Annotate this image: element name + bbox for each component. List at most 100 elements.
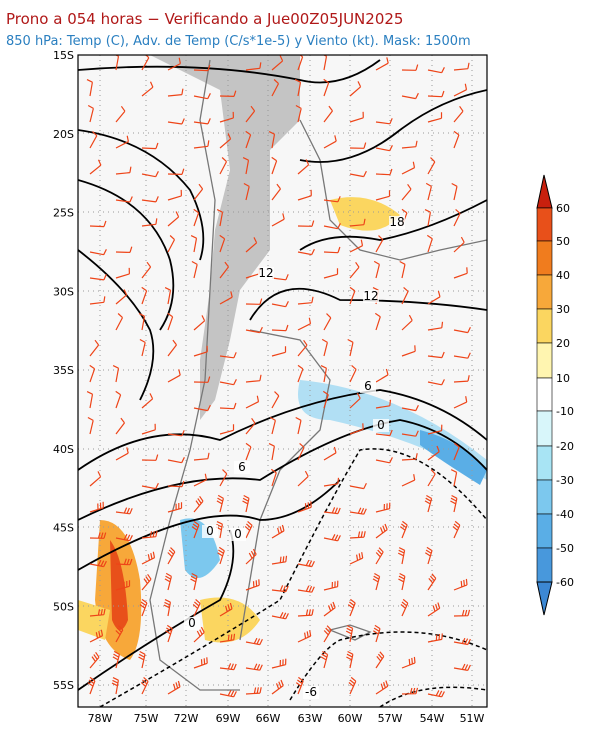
- wind-barb: [89, 274, 107, 281]
- wind-barb: [349, 261, 360, 279]
- wind-barb: [167, 57, 181, 71]
- wind-barb: [297, 609, 314, 617]
- wind-barb: [453, 609, 471, 617]
- wind-barb: [401, 140, 418, 149]
- wind-barb: [89, 651, 100, 669]
- wind-barb: [375, 651, 385, 669]
- wind-barb: [297, 339, 308, 357]
- wind-barb: [401, 687, 419, 695]
- wind-barb: [427, 290, 441, 305]
- wind-barb: [219, 663, 237, 671]
- colorbar-label: 50: [556, 235, 570, 248]
- lat-label: 15S: [53, 49, 74, 62]
- wind-barb: [297, 248, 315, 256]
- wind-barb: [167, 369, 181, 383]
- wind-barb: [193, 64, 211, 72]
- colorbar-label: 10: [556, 372, 570, 385]
- wind-barb: [397, 547, 406, 565]
- wind-barb: [271, 301, 289, 308]
- wind-barb: [453, 375, 470, 383]
- wind-barb: [115, 533, 133, 542]
- wind-barb: [219, 261, 229, 279]
- wind-barb: [294, 79, 302, 97]
- wind-barb: [89, 364, 96, 383]
- wind-barb: [219, 90, 237, 97]
- wind-barb: [167, 680, 181, 695]
- wind-barb: [349, 423, 364, 435]
- lat-label: 25S: [53, 207, 74, 220]
- wind-barb: [167, 88, 184, 97]
- lon-label: 60W: [338, 712, 363, 725]
- wind-barb: [401, 404, 419, 412]
- wind-barb: [401, 183, 412, 201]
- wind-barb: [425, 182, 432, 201]
- wind-barb: [323, 135, 337, 149]
- wind-barb: [320, 365, 327, 383]
- lat-label: 35S: [53, 364, 74, 377]
- wind-barb: [427, 445, 440, 461]
- colorbar-label: -30: [556, 474, 574, 487]
- contour-label: 6: [364, 379, 372, 393]
- wind-barb: [141, 551, 156, 565]
- wind-barb: [115, 313, 124, 331]
- lon-label: 69W: [216, 712, 241, 725]
- wind-barb: [114, 55, 120, 71]
- wind-barb: [401, 286, 409, 305]
- wind-barb: [89, 220, 107, 228]
- wind-barb: [219, 157, 228, 175]
- wind-barb: [115, 246, 133, 253]
- wind-barb: [115, 447, 129, 461]
- wind-barb: [349, 81, 362, 97]
- wind-barb: [323, 580, 339, 591]
- wind-barb: [245, 687, 262, 695]
- wind-barb: [323, 105, 333, 123]
- wind-barb: [452, 520, 461, 539]
- wind-barb: [271, 156, 278, 175]
- wind-barb: [245, 663, 263, 671]
- wind-barb: [115, 580, 131, 591]
- wind-barb: [427, 351, 445, 359]
- wind-barb: [375, 118, 393, 125]
- contour-label: 0: [188, 616, 196, 630]
- wind-barb: [219, 424, 235, 435]
- wind-barb: [271, 324, 289, 332]
- wind-barb: [193, 376, 211, 383]
- wind-barb: [347, 338, 354, 357]
- wind-barb: [193, 183, 204, 201]
- wind-barb: [271, 391, 280, 409]
- wind-barb: [323, 313, 332, 331]
- wind-barb: [271, 79, 280, 97]
- wind-barb: [427, 90, 445, 98]
- wind-barb: [245, 130, 252, 149]
- wind-barb: [165, 624, 173, 643]
- wind-barb: [450, 469, 458, 487]
- wind-barb: [111, 677, 119, 695]
- wind-barb: [270, 468, 277, 487]
- wind-barb: [375, 368, 389, 383]
- wind-barb: [427, 633, 443, 643]
- wind-barb: [323, 601, 336, 617]
- wind-barb: [219, 111, 234, 123]
- wind-barb: [217, 546, 225, 565]
- contour-label: 6: [238, 460, 246, 474]
- wind-barb: [193, 345, 208, 357]
- wind-barb: [349, 170, 367, 178]
- wind-barb: [215, 521, 223, 539]
- wind-barb: [87, 676, 96, 695]
- wind-barb: [322, 390, 329, 409]
- wind-barb: [141, 423, 156, 435]
- wind-barb: [297, 442, 305, 461]
- wind-barb: [190, 572, 198, 591]
- wind-barb: [141, 482, 159, 490]
- wind-barb: [349, 364, 357, 383]
- wind-barb: [323, 477, 340, 487]
- wind-barb: [216, 209, 224, 227]
- wind-barb: [349, 507, 367, 515]
- subtitle: 850 hPa: Temp (C), Adv. de Temp (C/s*1e-…: [6, 34, 471, 49]
- wind-barb: [373, 260, 380, 279]
- wind-barb: [115, 267, 130, 279]
- wind-barb: [268, 443, 275, 461]
- wind-barb: [453, 267, 468, 279]
- lat-label: 40S: [53, 443, 74, 456]
- contour-label: 0: [377, 418, 385, 432]
